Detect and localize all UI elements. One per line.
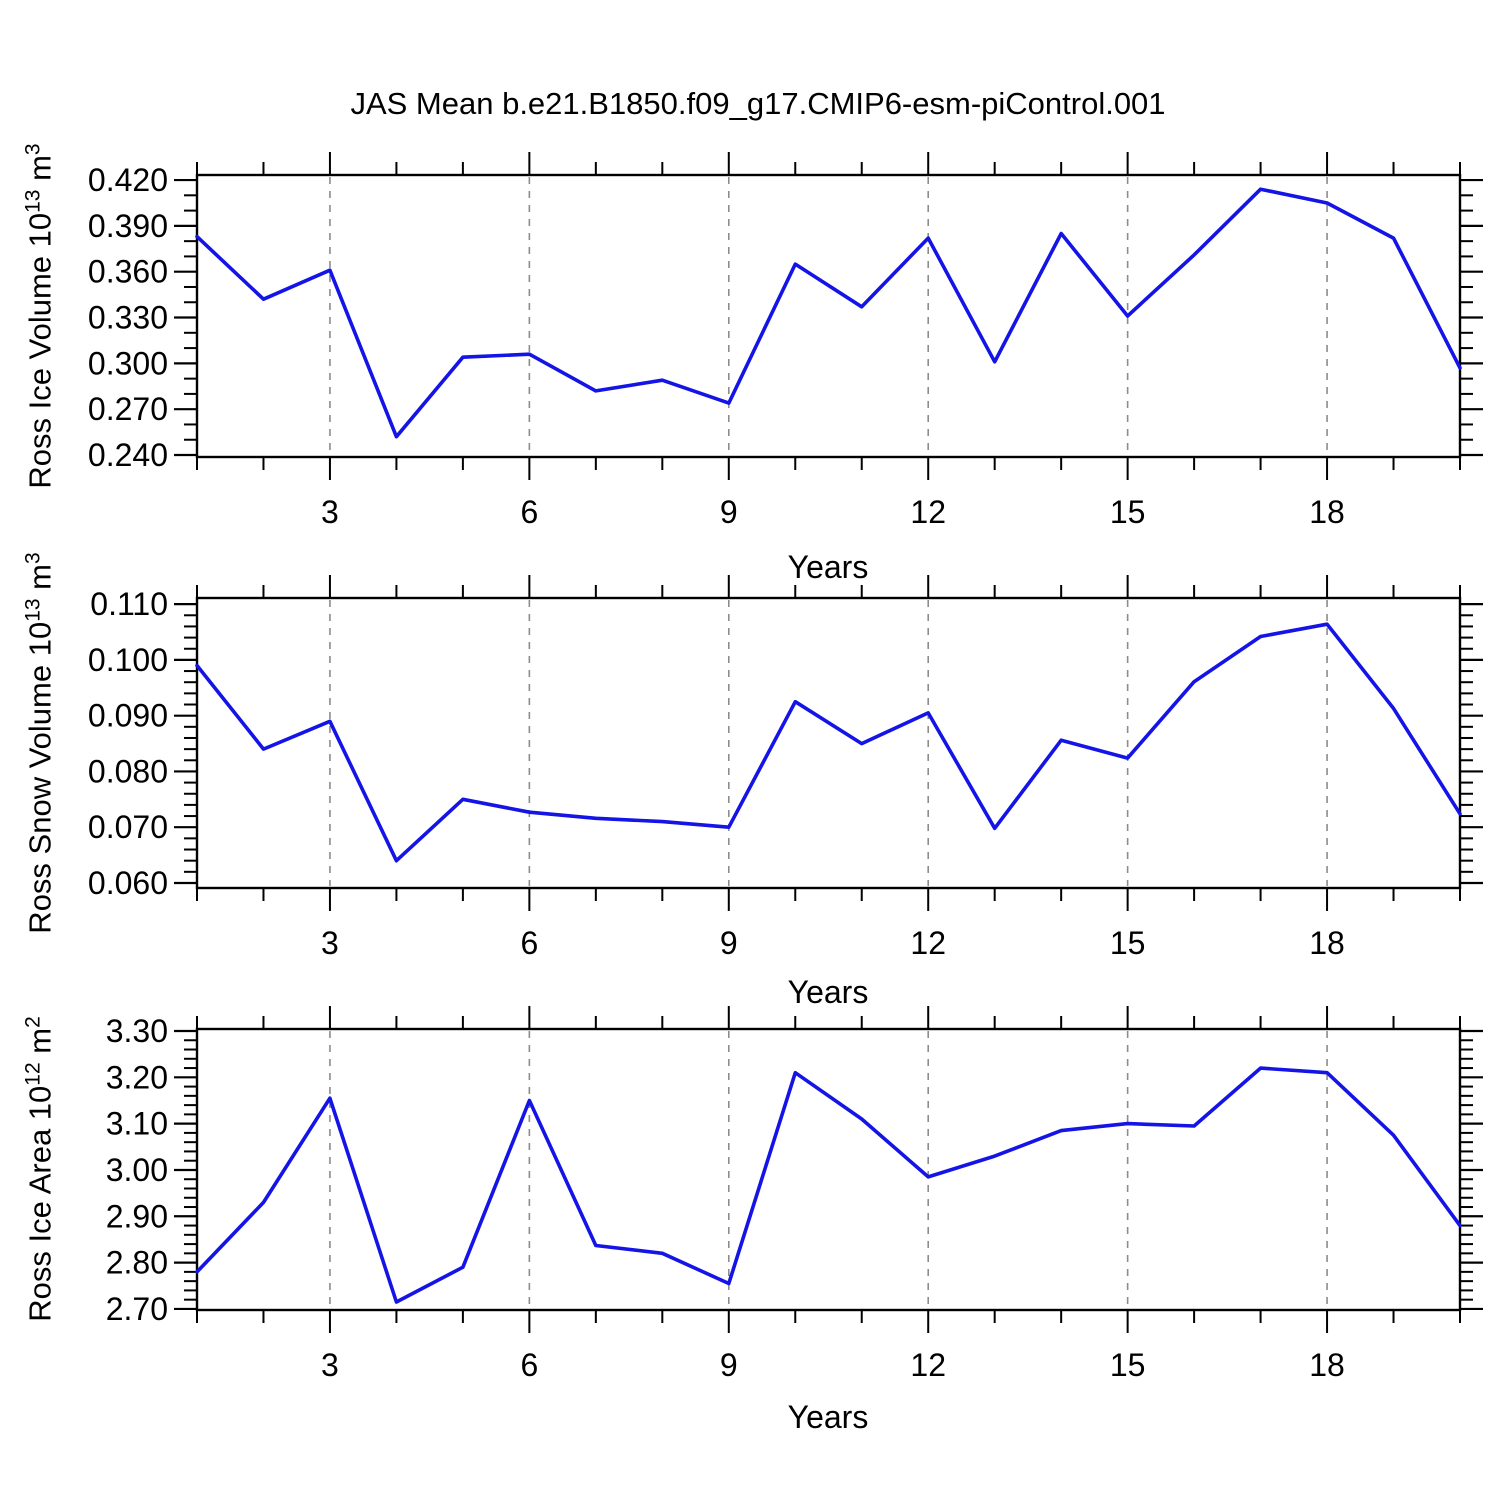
x-tick-label: 12 [910, 494, 946, 530]
y-tick-label: 0.270 [88, 391, 168, 427]
series-line-ross-ice-volume [195, 187, 1462, 439]
plot-border [195, 596, 1462, 890]
x-tick-label: 18 [1309, 925, 1345, 961]
x-axis-label-panel-3: Years [787, 1399, 869, 1435]
y-axis-label-unit: m [22, 155, 58, 190]
y-axis-label-ice-area: Ross Ice Area 1012 m2 [21, 1016, 58, 1322]
y-tick-label: 0.080 [88, 753, 168, 789]
panel-ross-ice-area: 2.70 2.80 2.90 3.00 3.10 3.20 3.30 3 6 9 12 15 18 [106, 1006, 1483, 1383]
y-tick-label: 0.300 [88, 345, 168, 381]
y-axis-label-unit-exponent: 2 [21, 1016, 45, 1028]
y-axis-label-unit: m [22, 1027, 58, 1063]
x-tick-label: 9 [720, 494, 738, 530]
x-tick-label: 15 [1110, 494, 1146, 530]
y-axis-label-unit-exponent: 3 [21, 552, 45, 564]
x-tick-label: 9 [720, 1347, 738, 1383]
panel-ross-snow-volume: 0.060 0.070 0.080 0.090 0.100 0.110 3 6 9 12 15 18 [88, 575, 1483, 961]
x-tick-label: 6 [520, 494, 538, 530]
y-tick-label: 0.330 [88, 300, 168, 336]
y-axis-label-text: Ross Ice Area 10 [22, 1085, 58, 1322]
y-tick-label: 2.70 [106, 1291, 168, 1327]
y-tick-label: 0.360 [88, 254, 168, 290]
y-tick-label: 0.420 [88, 162, 168, 198]
chart-title: JAS Mean b.e21.B1850.f09_g17.CMIP6-esm-p… [350, 86, 1166, 121]
x-tick-label: 6 [520, 925, 538, 961]
x-tick-label: 3 [321, 494, 339, 530]
x-tick-label: 12 [910, 925, 946, 961]
y-tick-label: 0.240 [88, 437, 168, 473]
y-axis-label-ice-volume: Ross Ice Volume 1013 m3 [21, 143, 58, 488]
plot-border [195, 173, 1462, 459]
x-tick-label: 9 [720, 925, 738, 961]
series-line-ross-ice-area [195, 1066, 1462, 1304]
x-axis-label-panel-1: Years [787, 549, 869, 585]
x-tick-label: 6 [520, 1347, 538, 1383]
plot-border [195, 1027, 1462, 1312]
x-axis-label-panel-2: Years [787, 974, 869, 1010]
y-axis-label-unit-exponent: 3 [21, 143, 45, 156]
y-tick-label: 0.390 [88, 208, 168, 244]
y-tick-label: 3.10 [106, 1106, 168, 1142]
y-tick-label: 3.30 [106, 1013, 168, 1049]
y-axis-label-unit: m [22, 563, 58, 599]
y-axis-label-text: Ross Ice Volume 10 [22, 212, 58, 489]
y-tick-label: 0.070 [88, 809, 168, 845]
y-tick-label: 3.20 [106, 1059, 168, 1095]
y-axis-label-snow-volume: Ross Snow Volume 1013 m3 [21, 552, 58, 933]
x-tick-label: 18 [1309, 494, 1345, 530]
x-tick-label: 15 [1110, 925, 1146, 961]
x-tick-label: 18 [1309, 1347, 1345, 1383]
y-tick-label: 0.110 [90, 586, 168, 622]
y-tick-label: 0.090 [88, 698, 168, 734]
y-tick-label: 0.100 [88, 642, 168, 678]
y-axis-label-exponent: 13 [21, 189, 45, 213]
y-tick-label: 2.90 [106, 1198, 168, 1234]
y-axis-label-text: Ross Snow Volume 10 [22, 621, 58, 934]
series-line-ross-snow-volume [195, 622, 1462, 863]
x-tick-label: 3 [321, 1347, 339, 1383]
x-tick-label: 12 [910, 1347, 946, 1383]
x-tick-label: 3 [321, 925, 339, 961]
panel-ross-ice-volume: 0.240 0.270 0.300 0.330 0.360 0.390 0.420 3 6 9 12… [88, 152, 1483, 530]
y-axis-label-exponent: 12 [21, 1062, 45, 1086]
y-tick-label: 3.00 [106, 1152, 168, 1188]
y-axis-label-exponent: 13 [21, 598, 45, 622]
y-tick-label: 0.060 [88, 865, 168, 901]
x-tick-label: 15 [1110, 1347, 1146, 1383]
y-tick-label: 2.80 [106, 1245, 168, 1281]
